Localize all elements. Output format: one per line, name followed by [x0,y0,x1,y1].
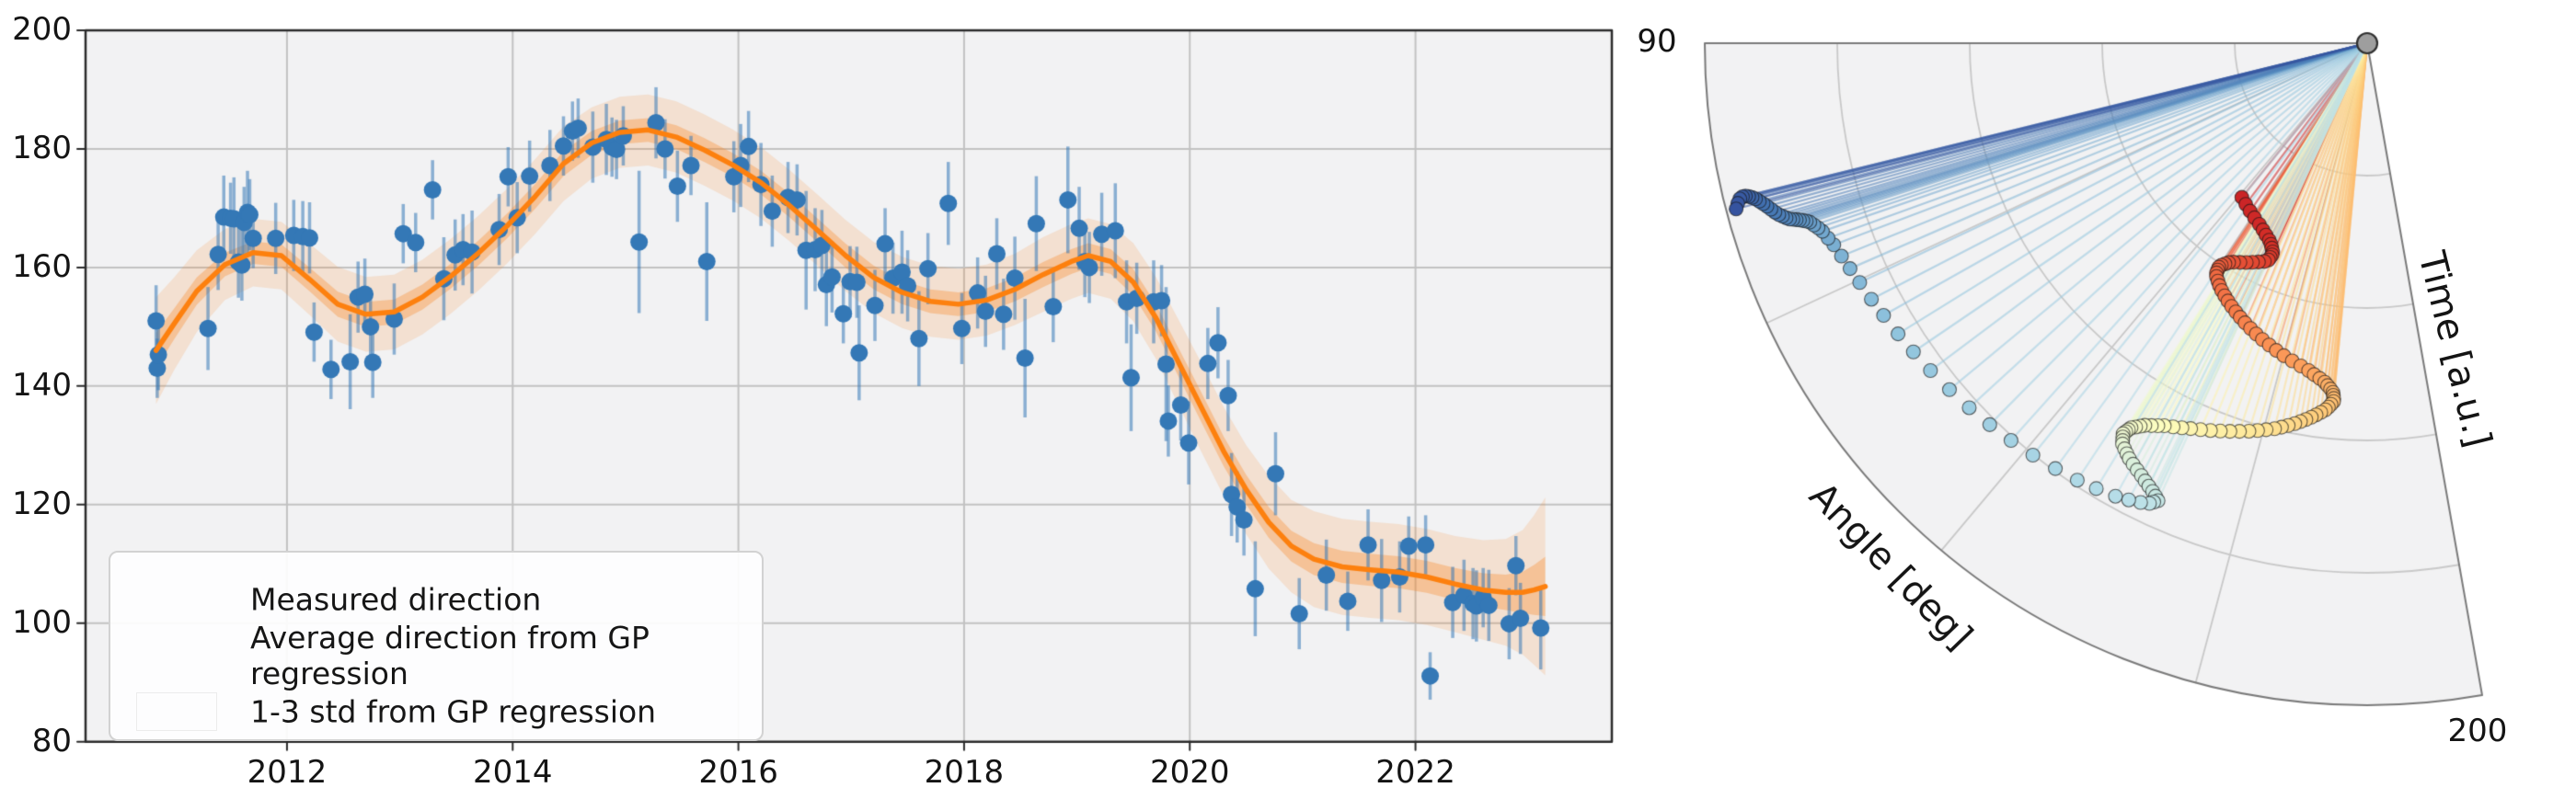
scatter-marker-icon [166,590,184,609]
x-tick-label: 2016 [698,754,778,791]
legend-label: Average direction from GP regression [250,620,650,691]
polar-theta-tick-200: 200 [2447,713,2508,749]
band-patch-icon [136,692,217,731]
legend-item-measured: Measured direction [110,573,762,626]
y-tick-label: 180 [12,129,72,166]
legend-item-gp-mean: Average direction from GP regression [110,620,762,691]
y-tick-label: 200 [12,11,72,48]
y-tick-label: 80 [31,722,72,759]
legend-label: 1-3 std from GP regression [250,693,657,730]
x-tick-label: 2014 [473,754,553,791]
y-tick-label: 100 [12,603,72,641]
polar-theta-tick-90: 90 [1637,23,1677,60]
y-tick-label: 140 [12,366,72,404]
x-tick-label: 2020 [1149,754,1230,791]
x-tick-label: 2022 [1375,754,1455,791]
legend-item-band: 1-3 std from GP regression [110,685,762,738]
x-tick-label: 2012 [247,754,328,791]
line-marker-icon [136,653,215,658]
x-tick-label: 2018 [924,754,1005,791]
y-tick-label: 120 [12,485,72,522]
legend-label: Measured direction [250,581,542,618]
y-tick-label: 160 [12,247,72,285]
legend: Measured direction Average direction fro… [109,551,764,741]
